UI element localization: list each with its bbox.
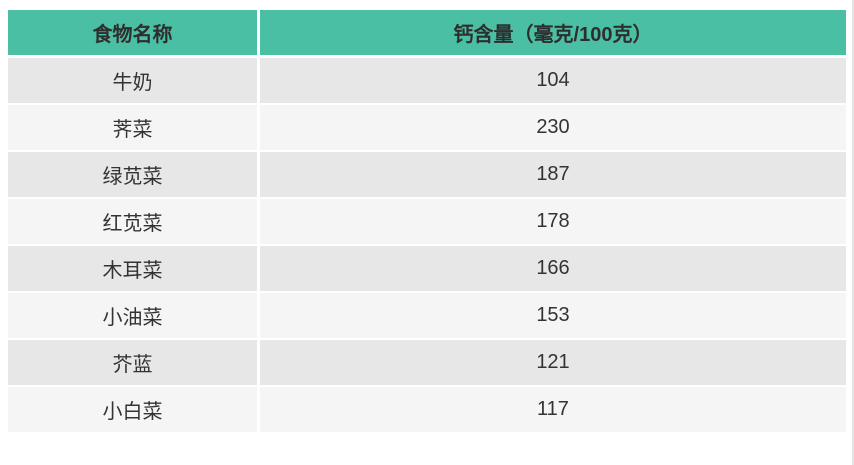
table-header: 食物名称 钙含量（毫克/100克） <box>8 10 846 58</box>
table-header-row: 食物名称 钙含量（毫克/100克） <box>8 10 846 58</box>
table-row: 红苋菜 178 <box>8 199 846 246</box>
calcium-content-table: 食物名称 钙含量（毫克/100克） 牛奶 104 荠菜 230 绿苋菜 187 红苋菜 178… <box>8 10 846 434</box>
calcium-value-cell: 230 <box>260 105 846 152</box>
calcium-value-cell: 187 <box>260 152 846 199</box>
calcium-value-cell: 117 <box>260 387 846 434</box>
food-name-cell: 荠菜 <box>8 105 260 152</box>
table-row: 荠菜 230 <box>8 105 846 152</box>
calcium-value-cell: 178 <box>260 199 846 246</box>
calcium-value-cell: 153 <box>260 293 846 340</box>
page-right-edge-line <box>852 0 854 465</box>
table-row: 小白菜 117 <box>8 387 846 434</box>
table-row: 小油菜 153 <box>8 293 846 340</box>
calcium-value-cell: 104 <box>260 58 846 105</box>
table-body: 牛奶 104 荠菜 230 绿苋菜 187 红苋菜 178 木耳菜 166 小油菜 153 芥蓝 121 小… <box>8 58 846 434</box>
food-name-cell: 牛奶 <box>8 58 260 105</box>
calcium-value-cell: 166 <box>260 246 846 293</box>
table-row: 绿苋菜 187 <box>8 152 846 199</box>
table-row: 木耳菜 166 <box>8 246 846 293</box>
column-header-calcium-content: 钙含量（毫克/100克） <box>260 10 846 58</box>
table-row: 芥蓝 121 <box>8 340 846 387</box>
food-name-cell: 小油菜 <box>8 293 260 340</box>
food-name-cell: 绿苋菜 <box>8 152 260 199</box>
column-header-food-name: 食物名称 <box>8 10 260 58</box>
food-name-cell: 木耳菜 <box>8 246 260 293</box>
food-name-cell: 红苋菜 <box>8 199 260 246</box>
table-row: 牛奶 104 <box>8 58 846 105</box>
food-name-cell: 芥蓝 <box>8 340 260 387</box>
food-name-cell: 小白菜 <box>8 387 260 434</box>
calcium-value-cell: 121 <box>260 340 846 387</box>
